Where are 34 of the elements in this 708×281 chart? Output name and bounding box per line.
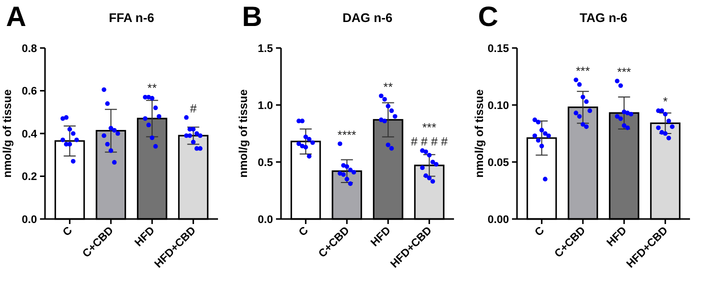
text: C: [478, 1, 498, 32]
annotation: #: [190, 101, 197, 116]
text: B: [242, 1, 262, 32]
annotation: **: [383, 80, 394, 94]
y-tick-label: 0.05: [488, 156, 509, 169]
y-axis-title: nmol/g of tissue: [2, 89, 14, 178]
chart-title: DAG n-6: [342, 11, 393, 25]
y-tick-label: 0.10: [488, 100, 509, 112]
y-tick-label: 0.5: [258, 156, 273, 169]
y-tick-label: 1.5: [258, 42, 273, 55]
x-tick-label: C: [296, 224, 311, 239]
annotation: ***: [617, 65, 632, 80]
y-axis-title: nmol/g of tissue: [474, 89, 486, 178]
annotation: *: [662, 94, 668, 109]
y-tick-label: 0.4: [22, 128, 38, 140]
annotation: **: [147, 81, 158, 96]
y-tick-label: 0.00: [488, 214, 509, 226]
annotation: ****: [338, 128, 357, 142]
y-tick-label: 0.8: [22, 42, 37, 55]
x-tick-label: C: [532, 224, 547, 239]
text: A: [6, 1, 26, 32]
y-tick-label: 0.0: [258, 214, 273, 226]
y-tick-label: 0.15: [488, 42, 509, 55]
annotation: ***: [422, 120, 437, 135]
y-axis-title: nmol/g of tissue: [238, 89, 250, 178]
x-tick-label: C: [60, 224, 75, 239]
chart-title: TAG n-6: [580, 11, 628, 25]
annotation: # # # #: [410, 134, 448, 149]
chart-title: FFA n-6: [108, 11, 154, 25]
annotation: ***: [576, 64, 590, 78]
y-tick-label: 0.0: [22, 214, 37, 226]
y-tick-label: 0.6: [22, 86, 37, 98]
y-tick-label: 0.2: [22, 171, 37, 184]
y-tick-label: 1.0: [258, 100, 273, 112]
